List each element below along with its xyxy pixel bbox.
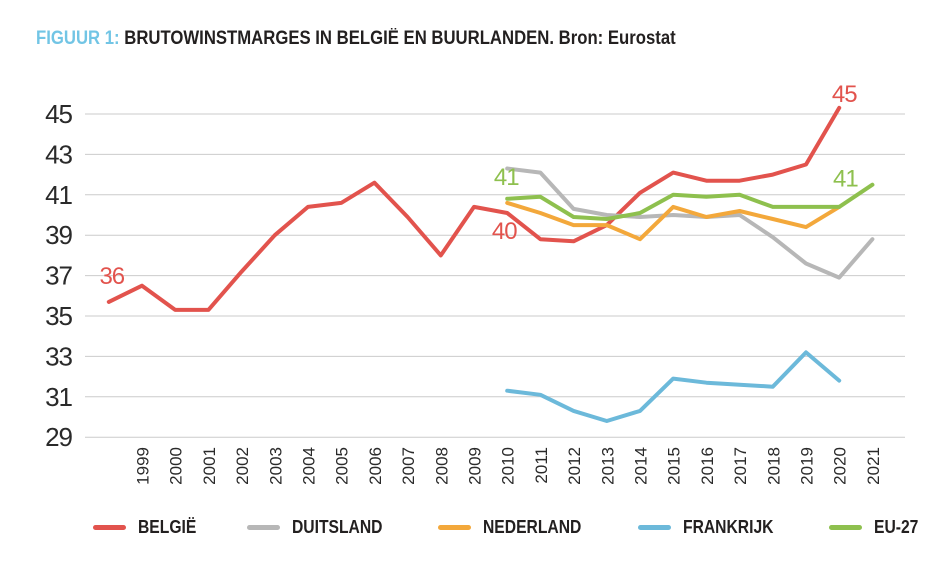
y-tick-label: 39	[45, 220, 72, 250]
legend-label-eu27: EU-27	[874, 517, 919, 537]
figure-number: FIGUUR 1:	[36, 28, 120, 49]
x-tick-label: 2016	[698, 447, 717, 485]
x-tick-label: 2017	[731, 447, 750, 485]
x-tick-label: 2007	[399, 447, 418, 485]
figure-title: FIGUUR 1: BRUTOWINSTMARGES IN BELGIË EN …	[36, 28, 763, 50]
x-tick-label: 2020	[831, 447, 850, 485]
x-tick-label: 2011	[532, 447, 551, 484]
x-tick-label: 2012	[565, 447, 584, 485]
x-tick-label: 2019	[798, 447, 817, 485]
legend-item-belgie: BELGIË	[93, 516, 205, 538]
legend-label-frankrijk: FRANKRIJK	[683, 517, 774, 537]
legend-swatch-belgie	[93, 524, 126, 530]
point-label-belgie-2010: 40	[492, 218, 517, 245]
legend-swatch-nederland	[438, 524, 472, 530]
legend-item-frankrijk: FRANKRIJK	[638, 516, 787, 538]
x-tick-label: 2002	[233, 447, 252, 485]
point-label-eu27-2021: 41	[833, 166, 858, 193]
x-tick-label: 2009	[466, 447, 485, 485]
x-tick-label: 2010	[499, 447, 518, 485]
point-labels: 36 40 41 45 41	[99, 81, 859, 290]
point-label-eu27-2010: 41	[494, 164, 519, 191]
y-tick-label: 41	[45, 180, 72, 210]
x-tick-label: 2021	[864, 447, 883, 485]
legend-label-nederland: NEDERLAND	[483, 517, 582, 537]
series-line-duitsland	[505, 166, 875, 280]
legend-item-eu27: EU-27	[829, 516, 925, 538]
x-tick-label: 2006	[366, 447, 385, 485]
x-tick-label: 2013	[598, 447, 617, 485]
point-label-belgie-2020: 45	[832, 81, 857, 108]
x-tick-label: 1999	[134, 447, 153, 485]
legend-item-nederland: NEDERLAND	[438, 516, 596, 538]
y-tick-label: 45	[45, 99, 72, 129]
y-tick-label: 31	[45, 382, 72, 412]
x-tick-label: 2014	[632, 447, 651, 485]
y-axis-ticks: 45 43 41 39 37 35 33 31 29	[45, 99, 73, 452]
legend-label-belgie: BELGIË	[138, 517, 197, 537]
x-tick-label: 2015	[665, 447, 684, 485]
gridlines	[85, 113, 905, 438]
x-tick-label: 2000	[167, 447, 186, 485]
y-tick-label: 37	[45, 261, 72, 291]
series-line-frankrijk	[505, 350, 842, 423]
x-tick-label: 2008	[432, 447, 451, 485]
figure-title-text: BRUTOWINSTMARGES IN BELGIË EN BUURLANDEN…	[124, 28, 555, 49]
x-tick-label: 2001	[200, 447, 219, 485]
x-tick-label: 2004	[300, 447, 319, 485]
legend-swatch-frankrijk	[638, 524, 672, 530]
x-tick-label: 2018	[764, 447, 783, 485]
series-line-eu27	[505, 182, 875, 221]
x-tick-label: 2003	[266, 447, 285, 485]
y-tick-label: 35	[45, 301, 72, 331]
x-tick-label: 2005	[333, 447, 352, 485]
series-line-nederland	[505, 200, 842, 242]
legend-swatch-duitsland	[247, 524, 281, 530]
y-tick-label: 33	[45, 341, 72, 371]
y-tick-label: 29	[45, 422, 72, 452]
legend-item-duitsland: DUITSLAND	[247, 516, 396, 538]
legend-label-duitsland: DUITSLAND	[292, 517, 383, 537]
figure-source: Bron: Eurostat	[558, 28, 676, 49]
point-label-belgie-1998: 36	[99, 263, 124, 290]
x-axis-ticks: 1999 2000 2001 2002 2003 2004 2005 2006 2007 2008…	[134, 447, 883, 485]
series-line-belgie	[106, 105, 842, 312]
legend: BELGIË DUITSLAND NEDERLAND FRANKRIJK EU-…	[93, 516, 925, 538]
y-tick-label: 43	[45, 139, 72, 169]
legend-swatch-eu27	[829, 524, 863, 530]
